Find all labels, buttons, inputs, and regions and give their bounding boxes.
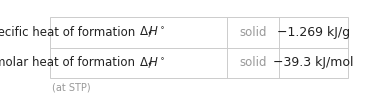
Text: $\Delta_f\!H^\circ$: $\Delta_f\!H^\circ$ [139, 25, 165, 40]
Text: solid: solid [239, 26, 267, 39]
Text: solid: solid [239, 56, 267, 69]
Text: (at STP): (at STP) [52, 83, 90, 93]
Text: −1.269 kJ/g: −1.269 kJ/g [277, 26, 350, 39]
Text: molar heat of formation: molar heat of formation [0, 56, 139, 69]
Bar [50, 17, 348, 78]
Text: $\Delta_f\!H^\circ$: $\Delta_f\!H^\circ$ [139, 55, 165, 71]
Text: specific heat of formation: specific heat of formation [0, 26, 139, 39]
Text: −39.3 kJ/mol: −39.3 kJ/mol [273, 56, 354, 69]
